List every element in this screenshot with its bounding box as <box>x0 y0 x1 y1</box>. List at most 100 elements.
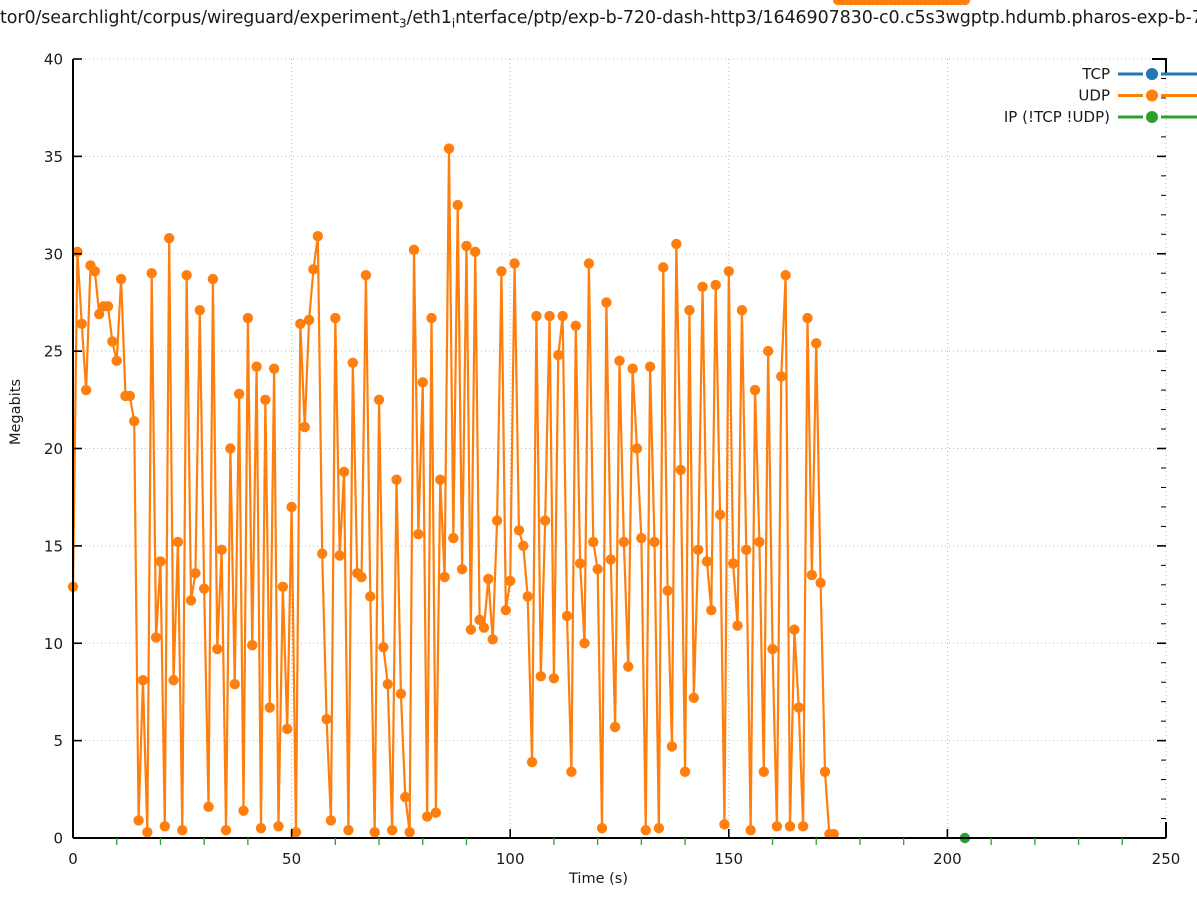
data-point <box>115 273 127 285</box>
data-point <box>255 823 267 834</box>
data-point <box>780 269 791 281</box>
data-point <box>684 305 695 316</box>
data-point <box>640 825 651 836</box>
data-point <box>194 305 205 316</box>
data-point <box>793 702 804 713</box>
data-point <box>767 643 778 655</box>
data-point <box>312 231 324 242</box>
data-point <box>666 741 678 752</box>
data-point <box>391 474 402 485</box>
series-line <box>71 147 835 836</box>
data-point <box>623 661 634 672</box>
y-axis-tick-label: 30 <box>44 245 63 263</box>
data-point <box>369 826 380 838</box>
data-point <box>719 819 730 830</box>
data-point <box>505 575 516 587</box>
data-point <box>470 246 481 257</box>
data-point <box>238 805 249 816</box>
axis-tick-labels: 0 5 10 15 20 25 30 35 40 0 50 100 150 200 250 <box>44 51 1180 869</box>
data-point <box>404 826 415 838</box>
data-point <box>233 388 245 400</box>
legend-label-udp: UDP <box>1078 87 1110 105</box>
data-point <box>260 394 271 406</box>
title-subscript-3: 3 <box>399 16 407 31</box>
title-subscript-i: i <box>451 16 456 31</box>
data-point <box>107 336 118 347</box>
data-point <box>802 312 813 324</box>
data-point <box>723 266 734 277</box>
data-point <box>592 564 603 575</box>
data-point <box>378 641 389 653</box>
data-point <box>435 474 446 485</box>
data-point <box>553 349 564 361</box>
data-point <box>124 390 136 402</box>
data-point <box>496 266 507 277</box>
axis-ticks <box>72 58 1167 845</box>
data-point <box>321 714 332 725</box>
data-point <box>644 361 656 372</box>
data-point <box>697 281 708 293</box>
data-point <box>360 269 372 281</box>
data-point <box>439 571 450 583</box>
data-point <box>426 312 437 324</box>
data-point <box>754 536 765 548</box>
data-point <box>277 581 289 592</box>
data-point <box>212 643 223 655</box>
data-point <box>636 532 647 544</box>
x-axis-tick-label: 150 <box>714 850 743 868</box>
data-point <box>185 595 197 606</box>
data-point <box>771 821 783 832</box>
data-point <box>605 554 616 565</box>
data-point <box>413 528 424 540</box>
data-point <box>94 308 105 320</box>
chart-title: tor0/searchlight/corpus/wireguard/experi… <box>0 8 1197 31</box>
data-point <box>797 821 809 832</box>
data-point <box>251 361 262 372</box>
data-point <box>693 544 704 555</box>
y-axis-tick-label: 10 <box>44 635 63 653</box>
title-rest: nterface/ptp/exp-b-720-dash-http3/164690… <box>455 8 1197 28</box>
legend-marker <box>1146 68 1158 80</box>
data-point <box>290 826 302 838</box>
data-point <box>679 766 691 777</box>
x-axis-label: Time (s) <box>569 871 628 887</box>
data-point <box>155 556 166 567</box>
data-point <box>325 815 337 826</box>
data-point <box>653 823 665 834</box>
data-point <box>749 384 761 396</box>
x-axis-tick-label: 250 <box>1152 850 1181 868</box>
data-point <box>365 591 376 602</box>
data-point <box>373 394 385 406</box>
data-point <box>483 573 494 585</box>
chart-legend: TCP UDP IP (!TCP !UDP) <box>1004 65 1197 126</box>
data-point <box>535 671 546 682</box>
data-point <box>338 466 350 478</box>
data-point <box>421 811 433 822</box>
data-point <box>959 0 971 6</box>
y-axis-tick-label: 15 <box>44 537 63 555</box>
data-point <box>776 371 787 382</box>
data-point <box>308 264 319 275</box>
data-point <box>627 363 638 374</box>
data-point <box>784 821 796 832</box>
data-point <box>745 825 756 836</box>
data-point <box>557 310 568 322</box>
data-point <box>531 310 542 322</box>
data-point <box>701 556 713 567</box>
data-point <box>295 318 306 330</box>
data-point <box>706 604 717 616</box>
data-point <box>190 567 201 579</box>
data-point <box>574 558 586 569</box>
data-point <box>220 825 232 836</box>
data-point <box>478 622 490 633</box>
data-point <box>513 525 525 536</box>
data-point <box>242 312 254 324</box>
data-point <box>675 464 686 476</box>
data-point <box>163 232 175 244</box>
data-point <box>356 571 367 583</box>
data-point <box>268 363 280 374</box>
data-point <box>347 357 359 369</box>
data-point <box>544 310 555 322</box>
